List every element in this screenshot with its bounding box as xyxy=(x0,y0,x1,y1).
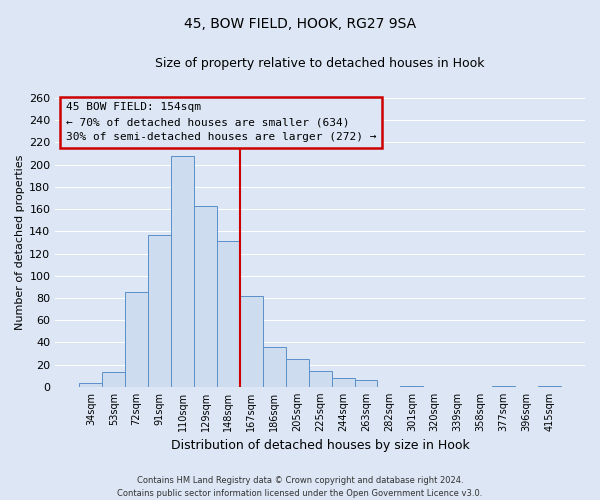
X-axis label: Distribution of detached houses by size in Hook: Distribution of detached houses by size … xyxy=(171,440,470,452)
Bar xyxy=(308,372,332,387)
Bar xyxy=(102,372,125,387)
Bar xyxy=(332,378,355,387)
Bar xyxy=(263,347,286,387)
Bar xyxy=(148,234,171,387)
Text: 45, BOW FIELD, HOOK, RG27 9SA: 45, BOW FIELD, HOOK, RG27 9SA xyxy=(184,18,416,32)
Text: Contains HM Land Registry data © Crown copyright and database right 2024.
Contai: Contains HM Land Registry data © Crown c… xyxy=(118,476,482,498)
Bar xyxy=(217,242,240,387)
Title: Size of property relative to detached houses in Hook: Size of property relative to detached ho… xyxy=(155,58,485,70)
Bar xyxy=(240,296,263,387)
Bar xyxy=(79,384,102,387)
Bar xyxy=(538,386,561,387)
Bar xyxy=(492,386,515,387)
Bar xyxy=(400,386,424,387)
Bar xyxy=(171,156,194,387)
Text: 45 BOW FIELD: 154sqm
← 70% of detached houses are smaller (634)
30% of semi-deta: 45 BOW FIELD: 154sqm ← 70% of detached h… xyxy=(66,102,376,142)
Bar xyxy=(355,380,377,387)
Bar xyxy=(125,292,148,387)
Bar xyxy=(286,359,308,387)
Y-axis label: Number of detached properties: Number of detached properties xyxy=(15,154,25,330)
Bar xyxy=(194,206,217,387)
